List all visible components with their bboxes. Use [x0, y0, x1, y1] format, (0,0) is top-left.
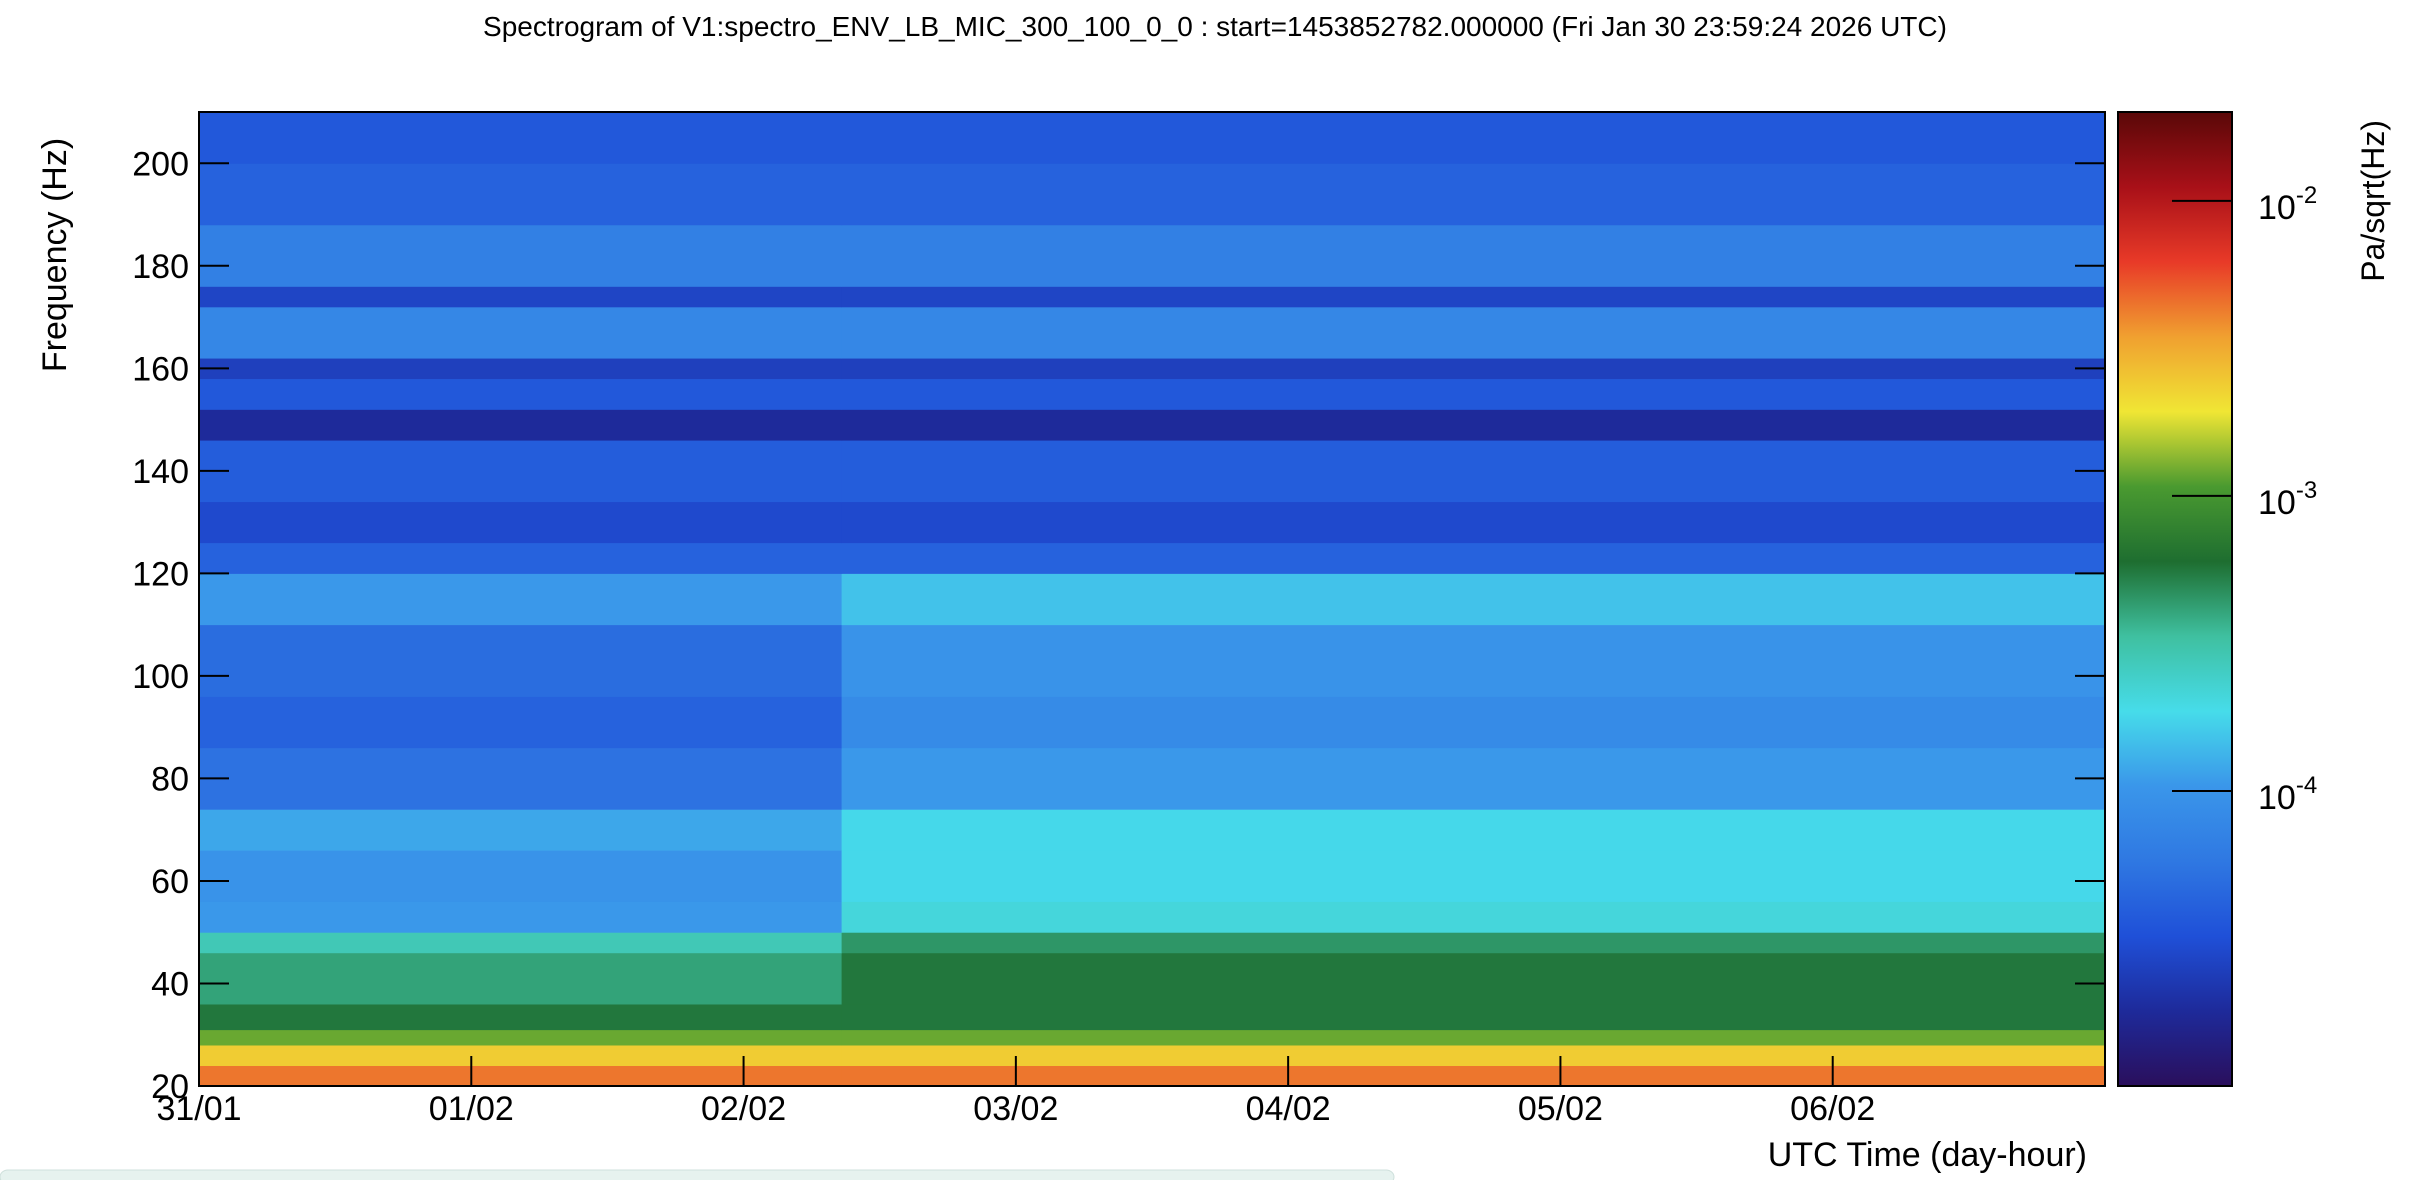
heatmap-cell [199, 850, 843, 902]
colorbar-tick-label: 10-3 [2258, 477, 2317, 522]
heatmap-cell [841, 112, 2106, 164]
x-tick-label: 02/02 [701, 1090, 786, 1128]
heatmap-cell [841, 409, 2106, 441]
heatmap-cell [199, 952, 843, 1005]
y-axis-label: Frequency (Hz) [36, 138, 74, 372]
colorbar-tick-base: 10 [2258, 189, 2296, 227]
y-tick-label: 160 [132, 350, 189, 388]
heatmap-cell [199, 542, 843, 574]
heatmap-cell [199, 624, 843, 697]
x-tick-label: 05/02 [1518, 1090, 1603, 1128]
heatmap-cell [841, 932, 2106, 954]
colorbar-tick-label: 10-2 [2258, 182, 2317, 227]
heatmap-cell [841, 1044, 2106, 1066]
heatmap-cell [199, 378, 843, 410]
heatmap-cell [841, 696, 2106, 749]
heatmap-cell [841, 358, 2106, 380]
heatmap-cell [841, 1003, 2106, 1031]
heatmap-cell [841, 809, 2106, 851]
x-tick-label: 03/02 [973, 1090, 1058, 1128]
heatmap-cell [199, 286, 843, 308]
colorbar-tick-label: 10-4 [2258, 772, 2317, 817]
heatmap-cell [199, 901, 843, 933]
x-tick-label: 04/02 [1246, 1090, 1331, 1128]
heatmap-cell [199, 1044, 843, 1066]
y-tick-label: 120 [132, 555, 189, 593]
heatmap-cell [199, 1065, 843, 1087]
plot-frame [198, 111, 2106, 1087]
heatmap-cell [841, 901, 2106, 933]
heatmap-cell [199, 809, 843, 851]
colorbar-tick-exponent: -3 [2296, 477, 2317, 504]
heatmap-cell [199, 112, 843, 164]
heatmap-cell [199, 409, 843, 441]
y-tick-label: 40 [151, 965, 189, 1003]
y-tick-label: 180 [132, 248, 189, 286]
colorbar [2117, 111, 2233, 1087]
x-tick-label: 31/01 [156, 1090, 241, 1128]
colorbar-tick-exponent: -4 [2296, 772, 2317, 799]
heatmap-cell [199, 1003, 843, 1031]
colorbar-tick-base: 10 [2258, 484, 2296, 522]
heatmap-cell [199, 1029, 843, 1046]
heatmap-cell [841, 378, 2106, 410]
heatmap-cell [199, 163, 843, 226]
heatmap-cell [841, 306, 2106, 359]
colorbar-tick-exponent: -2 [2296, 182, 2317, 209]
y-tick-label: 80 [151, 760, 189, 798]
heatmap-cell [841, 163, 2106, 226]
y-tick-label: 100 [132, 658, 189, 696]
x-tick-label: 06/02 [1790, 1090, 1875, 1128]
heatmap-cell [199, 696, 843, 749]
heatmap-cell [841, 573, 2106, 626]
y-tick-label: 20 [151, 1068, 189, 1106]
heatmap-cell [199, 932, 843, 954]
heatmap-cell [199, 747, 843, 810]
chart-title: Spectrogram of V1:spectro_ENV_LB_MIC_300… [483, 11, 1947, 42]
heatmap-cell [199, 440, 843, 503]
heatmap-cell [841, 624, 2106, 697]
heatmap-cell [841, 1065, 2106, 1087]
x-axis-label: UTC Time (day-hour) [1768, 1136, 2087, 1174]
heatmap-cell [841, 850, 2106, 902]
heatmap-cell [199, 358, 843, 380]
x-tick-label: 01/02 [429, 1090, 514, 1128]
heatmap-cell [199, 573, 843, 626]
heatmap-cell [841, 747, 2106, 810]
y-tick-label: 140 [132, 453, 189, 491]
heatmap-cell [841, 286, 2106, 308]
colorbar-tick-base: 10 [2258, 779, 2296, 817]
heatmap-cell [199, 306, 843, 359]
heatmap-cell [841, 952, 2106, 1005]
heatmap-cell [841, 1029, 2106, 1046]
y-tick-label: 60 [151, 863, 189, 901]
heatmap-cell [841, 440, 2106, 503]
heatmap-cell [841, 542, 2106, 574]
y-tick-label: 200 [132, 145, 189, 183]
colorbar-label: Pa/sqrt(Hz) [2355, 120, 2391, 282]
heatmap-cell [199, 501, 843, 544]
heatmap-cell [199, 224, 843, 287]
heatmap-cell [841, 224, 2106, 287]
bottom-panel [0, 1169, 1395, 1180]
heatmap-cell [841, 501, 2106, 544]
